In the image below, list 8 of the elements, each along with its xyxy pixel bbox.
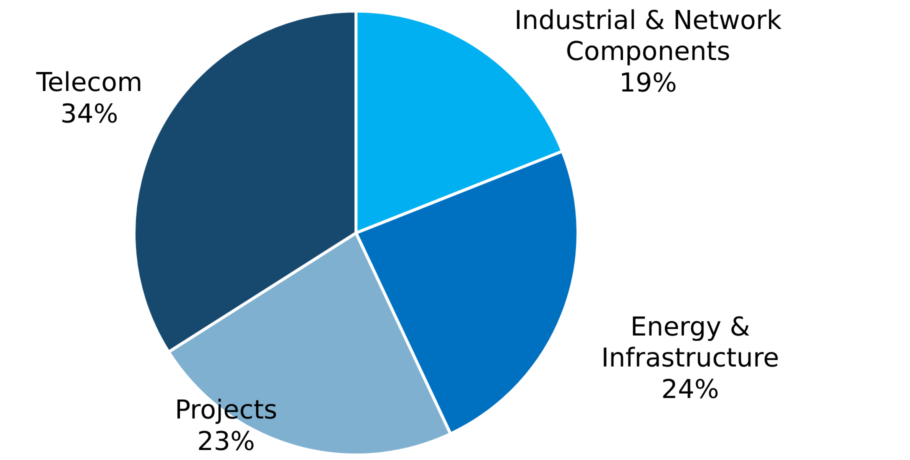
slice-label: Industrial & Network Components <box>514 6 782 68</box>
slice-label: Energy & Infrastructure <box>601 312 780 374</box>
data-label: 19% <box>619 68 677 98</box>
data-label: 34% <box>60 99 118 130</box>
slice-label: Projects <box>174 396 278 426</box>
slice-label: Telecom <box>35 68 142 98</box>
data-label: 23% <box>197 426 255 457</box>
data-label: 24% <box>661 374 720 405</box>
